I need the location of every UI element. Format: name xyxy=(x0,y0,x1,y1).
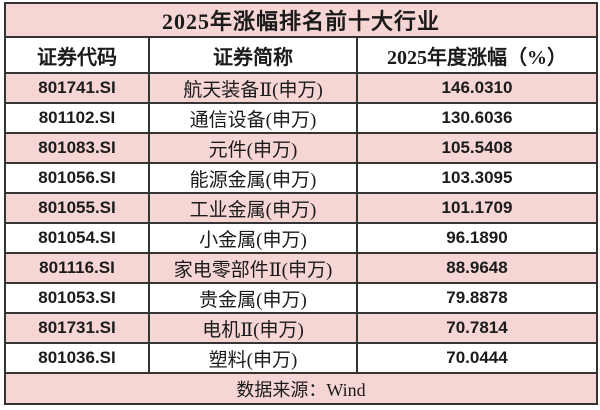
gain-value: 70.0444 xyxy=(356,342,598,374)
column-header-name: 证券简称 xyxy=(148,36,358,74)
table-row: 801083.SI 元件(申万) 105.5408 xyxy=(4,132,598,164)
table-source-row: 数据来源：Wind xyxy=(4,372,598,405)
gain-value: 79.8878 xyxy=(356,282,598,314)
gain-value: 70.7814 xyxy=(356,312,598,344)
security-code: 801036.SI xyxy=(4,342,150,374)
security-name: 能源金属(申万) xyxy=(148,162,358,194)
table-row: 801056.SI 能源金属(申万) 103.3095 xyxy=(4,162,598,194)
gain-value: 146.0310 xyxy=(356,72,598,104)
security-code: 801116.SI xyxy=(4,252,150,284)
security-name: 小金属(申万) xyxy=(148,222,358,254)
security-code: 801731.SI xyxy=(4,312,150,344)
security-name: 塑料(申万) xyxy=(148,342,358,374)
table-row: 801731.SI 电机Ⅱ(申万) 70.7814 xyxy=(4,312,598,344)
table-row: 801053.SI 贵金属(申万) 79.8878 xyxy=(4,282,598,314)
gain-value: 105.5408 xyxy=(356,132,598,164)
security-code: 801083.SI xyxy=(4,132,150,164)
security-name: 通信设备(申万) xyxy=(148,102,358,134)
gain-value: 101.1709 xyxy=(356,192,598,224)
data-source-note: 数据来源：Wind xyxy=(4,372,598,405)
table-row: 801102.SI 通信设备(申万) 130.6036 xyxy=(4,102,598,134)
security-code: 801056.SI xyxy=(4,162,150,194)
security-code: 801054.SI xyxy=(4,222,150,254)
table-header-row: 证券代码 证券简称 2025年度涨幅（%） xyxy=(4,36,598,74)
column-header-code: 证券代码 xyxy=(4,36,150,74)
security-name: 电机Ⅱ(申万) xyxy=(148,312,358,344)
gain-value: 103.3095 xyxy=(356,162,598,194)
security-code: 801055.SI xyxy=(4,192,150,224)
gain-value: 130.6036 xyxy=(356,102,598,134)
table-title: 2025年涨幅排名前十大行业 xyxy=(4,2,598,38)
security-name: 家电零部件Ⅱ(申万) xyxy=(148,252,358,284)
table-row: 801036.SI 塑料(申万) 70.0444 xyxy=(4,342,598,374)
security-code: 801102.SI xyxy=(4,102,150,134)
security-name: 元件(申万) xyxy=(148,132,358,164)
column-header-change: 2025年度涨幅（%） xyxy=(356,36,598,74)
table-row: 801054.SI 小金属(申万) 96.1890 xyxy=(4,222,598,254)
security-name: 工业金属(申万) xyxy=(148,192,358,224)
table-title-row: 2025年涨幅排名前十大行业 xyxy=(4,2,598,38)
security-name: 航天装备Ⅱ(申万) xyxy=(148,72,358,104)
table-row: 801055.SI 工业金属(申万) 101.1709 xyxy=(4,192,598,224)
table-row: 801116.SI 家电零部件Ⅱ(申万) 88.9648 xyxy=(4,252,598,284)
gain-value: 96.1890 xyxy=(356,222,598,254)
gain-value: 88.9648 xyxy=(356,252,598,284)
industry-gain-table: 2025年涨幅排名前十大行业 证券代码 证券简称 2025年度涨幅（%） 801… xyxy=(4,2,598,405)
security-code: 801053.SI xyxy=(4,282,150,314)
security-code: 801741.SI xyxy=(4,72,150,104)
security-name: 贵金属(申万) xyxy=(148,282,358,314)
table-row: 801741.SI 航天装备Ⅱ(申万) 146.0310 xyxy=(4,72,598,104)
